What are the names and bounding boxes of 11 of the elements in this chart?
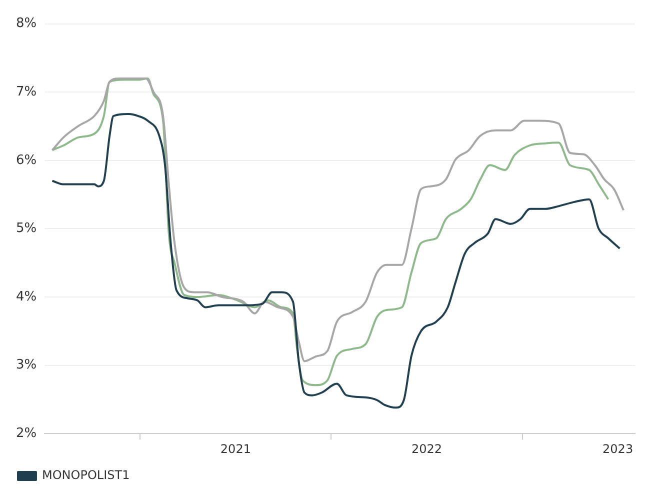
x-tick-label: 2021 — [220, 442, 251, 456]
y-tick-label: 4% — [16, 289, 37, 304]
y-tick-label: 2% — [16, 426, 37, 441]
x-tick-label: 2023 — [602, 442, 634, 456]
legend-label: MONOPOLIST1 — [42, 468, 130, 482]
y-tick-label: 6% — [16, 152, 37, 168]
y-tick-label: 5% — [16, 221, 37, 236]
y-tick-label: 8% — [16, 16, 37, 32]
y-tick-label: 3% — [16, 358, 37, 373]
y-tick-label: 7% — [16, 84, 37, 100]
x-tick-label: 2022 — [411, 442, 442, 456]
